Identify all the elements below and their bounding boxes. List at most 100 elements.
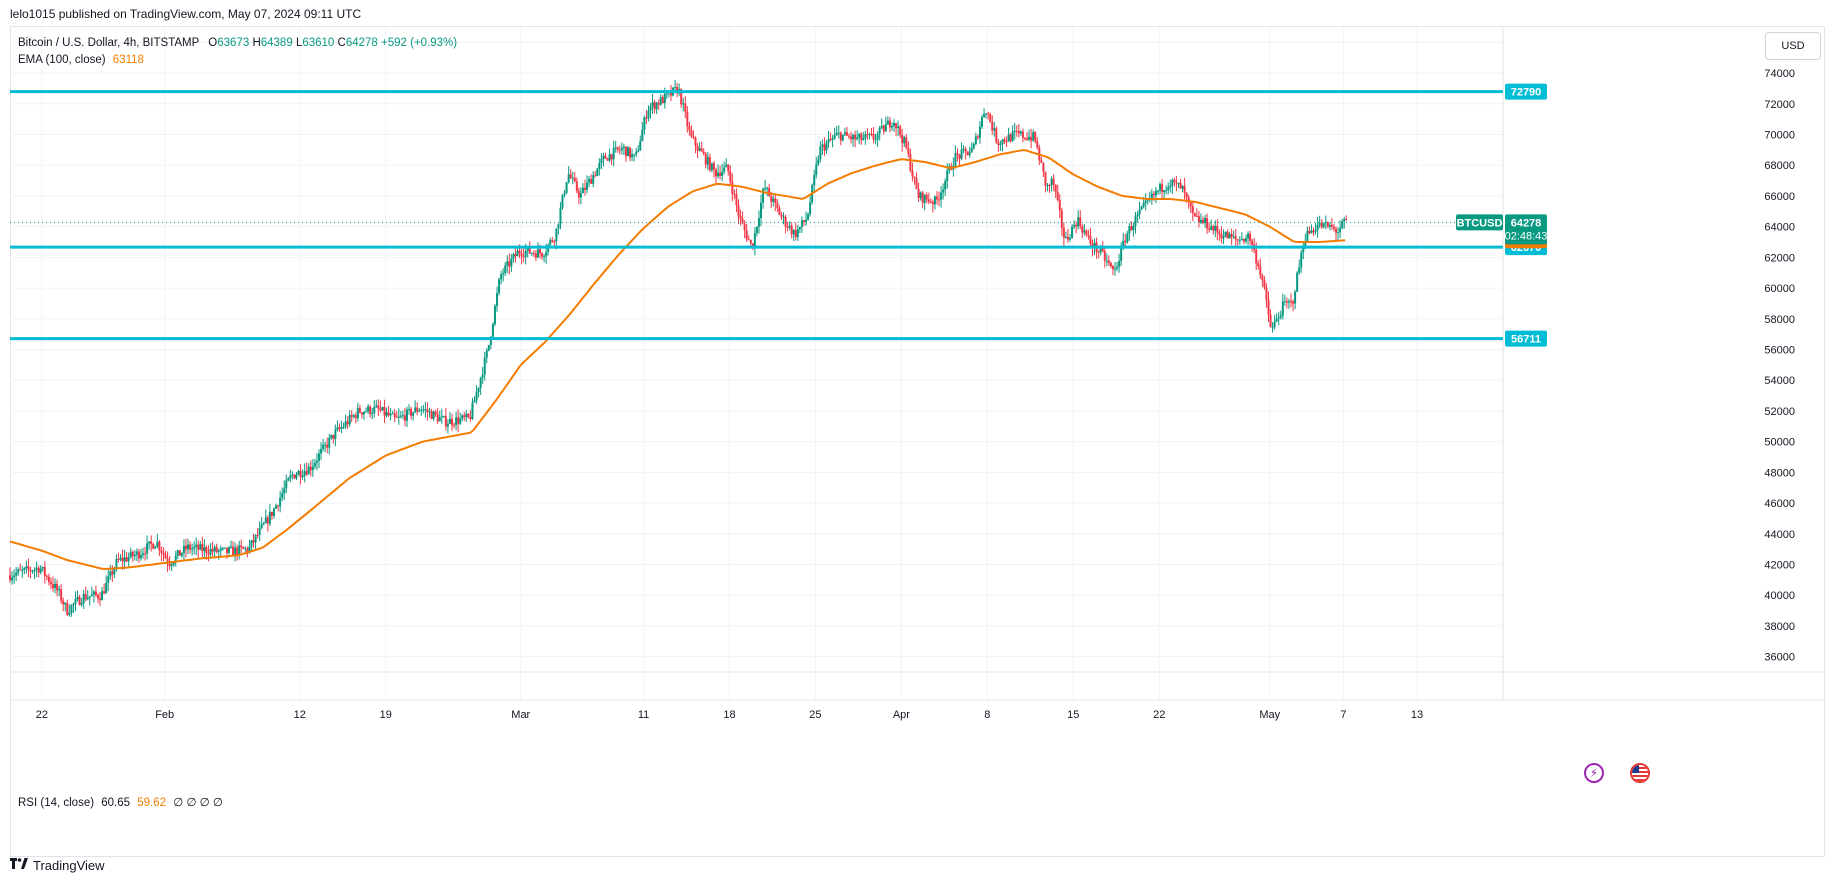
candle-body xyxy=(762,189,765,203)
candle-body xyxy=(428,411,431,413)
candle-body xyxy=(258,527,261,536)
currency-button[interactable]: USD xyxy=(1765,32,1821,60)
candle-body xyxy=(41,566,44,569)
candle-body xyxy=(1077,217,1080,227)
candle-body xyxy=(976,136,979,138)
candle-body xyxy=(1042,162,1045,172)
candle-body xyxy=(1073,224,1076,227)
candle-body xyxy=(240,545,243,548)
candle-body xyxy=(56,583,59,591)
time-tick-label: 13 xyxy=(1411,709,1423,721)
candle-body xyxy=(109,571,112,577)
candle-body xyxy=(1281,301,1284,316)
candle-body xyxy=(620,147,623,151)
close-label: C xyxy=(337,37,346,49)
symbol-title[interactable]: Bitcoin / U.S. Dollar, 4h, BITSTAMP xyxy=(18,37,200,49)
candle-body xyxy=(236,547,239,555)
candle-body xyxy=(1181,186,1184,189)
time-axis[interactable]: 22 Feb 12 19 Mar 11 18 25 Apr 8 15 22 May 7 13 xyxy=(36,709,1423,721)
candle-body xyxy=(182,545,185,553)
candle-body xyxy=(371,413,374,415)
candle-body xyxy=(436,414,439,422)
high-value: 64389 xyxy=(260,37,293,49)
candle-body xyxy=(1030,136,1033,141)
candle-body xyxy=(72,603,75,606)
candle-body xyxy=(107,576,110,583)
candle-body xyxy=(1234,236,1237,240)
candle-body xyxy=(794,230,797,238)
candle-body xyxy=(829,139,832,141)
candle-body xyxy=(569,174,572,179)
footer-brand[interactable]: TradingView xyxy=(10,858,105,873)
candle-body xyxy=(1189,201,1192,207)
candle-body xyxy=(1120,246,1123,261)
candle-body xyxy=(465,413,468,418)
close-value: 64278 xyxy=(345,37,378,49)
candle-body xyxy=(21,569,24,571)
candle-body xyxy=(1185,193,1188,198)
candle-body xyxy=(1019,131,1022,134)
candle-body xyxy=(13,575,16,578)
candle-body xyxy=(575,181,578,192)
candle-body xyxy=(1048,185,1051,187)
candle-body xyxy=(893,123,896,126)
candle-body xyxy=(800,220,803,227)
candles xyxy=(9,79,1348,617)
ema-legend-label[interactable]: EMA (100, close) xyxy=(18,54,106,66)
candle-body xyxy=(721,171,724,176)
candle-body xyxy=(326,444,329,448)
price-tick-label: 52000 xyxy=(1764,406,1795,418)
candle-body xyxy=(819,146,822,160)
candle-body xyxy=(1026,138,1029,140)
candle-body xyxy=(606,158,609,161)
candle-body xyxy=(268,511,271,524)
candle-body xyxy=(680,89,683,105)
candle-body xyxy=(809,202,812,215)
rsi-label[interactable]: RSI (14, close) xyxy=(18,797,95,809)
candle-body xyxy=(184,545,187,550)
us-flag-icon[interactable] xyxy=(1630,763,1650,783)
candle-body xyxy=(835,132,838,136)
candle-body xyxy=(905,137,908,148)
candle-body xyxy=(246,548,249,552)
candle-body xyxy=(408,408,411,410)
candle-body xyxy=(1187,197,1190,202)
candle-body xyxy=(334,429,337,439)
candle-body xyxy=(1056,191,1059,201)
candle-body xyxy=(1302,247,1305,253)
candle-body xyxy=(80,603,83,605)
candle-body xyxy=(90,594,93,597)
candle-body xyxy=(498,279,501,294)
candle-body xyxy=(283,488,286,494)
candle-body xyxy=(1193,212,1196,216)
flash-icon[interactable]: ⚡ xyxy=(1584,763,1604,783)
candle-body xyxy=(1109,263,1112,267)
candle-body xyxy=(1183,186,1186,194)
candle-body xyxy=(254,534,257,543)
candle-body xyxy=(1328,224,1331,227)
candle-body xyxy=(15,572,18,576)
candle-body xyxy=(285,480,288,489)
candle-body xyxy=(1343,219,1346,222)
candle-body xyxy=(1124,240,1127,243)
candle-body xyxy=(252,540,255,543)
price-tick-label: 72000 xyxy=(1764,99,1795,111)
candle-body xyxy=(1265,287,1268,300)
candle-body xyxy=(137,551,140,559)
candle-body xyxy=(148,541,151,544)
price-axis[interactable]: 7600074000720007000068000660006400062000… xyxy=(1764,37,1795,663)
candle-body xyxy=(933,196,936,205)
candle-body xyxy=(289,475,292,479)
candle-body xyxy=(522,256,525,258)
candle-body xyxy=(76,596,79,599)
candle-body xyxy=(657,102,660,105)
candle-body xyxy=(1232,236,1235,238)
candle-body xyxy=(68,612,71,615)
candle-body xyxy=(86,597,89,600)
candle-body xyxy=(1001,139,1004,145)
candle-body xyxy=(768,187,771,197)
candle-body xyxy=(373,406,376,414)
candle-body xyxy=(346,421,349,425)
horizontal-levels[interactable] xyxy=(10,90,1503,341)
